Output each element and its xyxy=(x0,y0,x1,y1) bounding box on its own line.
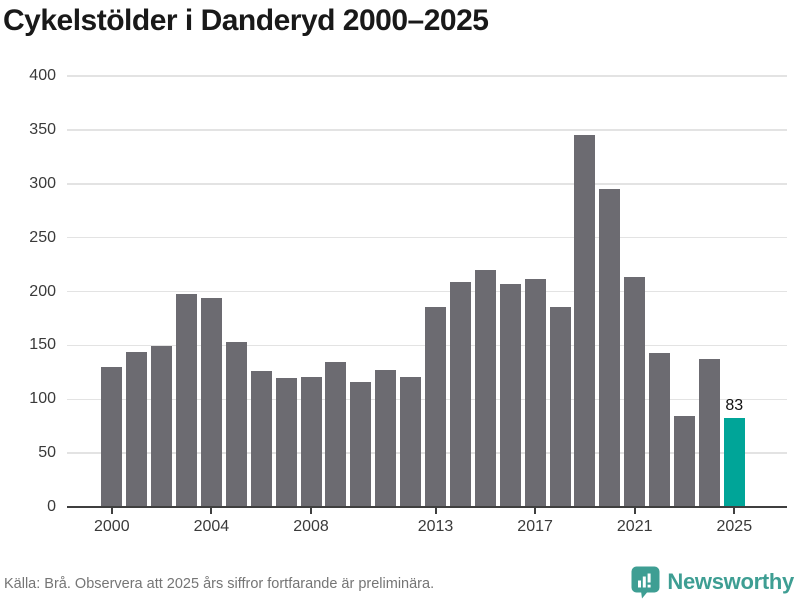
x-axis-label-2004: 2004 xyxy=(193,518,230,535)
bar-2002 xyxy=(151,346,173,506)
bar-2003 xyxy=(176,293,197,506)
bar-2019 xyxy=(574,135,596,506)
gridline-y-250 xyxy=(67,236,787,239)
bar-2024 xyxy=(698,359,720,506)
bar-2008 xyxy=(300,376,322,506)
bar-value-label-2025: 83 xyxy=(725,396,744,414)
bar-2020 xyxy=(599,189,621,506)
x-tick-2013 xyxy=(434,508,437,514)
gridline-y-400 xyxy=(67,75,787,77)
bar-2016 xyxy=(499,283,521,506)
newsworthy-bubble-chart-icon xyxy=(630,565,661,599)
bar-2018 xyxy=(549,306,571,506)
newsworthy-logo: Newsworthy xyxy=(630,565,794,599)
x-tick-2025 xyxy=(733,508,736,514)
x-axis-label-2013: 2013 xyxy=(417,518,454,535)
bar-2011 xyxy=(375,370,397,506)
bar-2005 xyxy=(225,342,247,506)
bar-2012 xyxy=(400,376,422,506)
x-axis-label-2000: 2000 xyxy=(94,518,130,535)
y-axis-label-100: 100 xyxy=(29,390,56,408)
bar-2004 xyxy=(200,297,222,506)
y-axis-label-400: 400 xyxy=(29,67,56,84)
bar-2017 xyxy=(524,278,546,506)
bar-2025 xyxy=(723,417,745,506)
x-tick-2021 xyxy=(633,508,636,514)
gridline-y-300 xyxy=(67,183,787,185)
chart-title: Cykelstölder i Danderyd 2000–2025 xyxy=(3,4,489,37)
y-axis-label-150: 150 xyxy=(29,336,56,354)
bar-2007 xyxy=(275,377,297,506)
bar-2009 xyxy=(325,361,347,506)
y-axis-label-0: 0 xyxy=(47,498,56,515)
bar-2013 xyxy=(425,306,446,506)
bar-2006 xyxy=(250,371,272,506)
y-axis-label-300: 300 xyxy=(29,174,56,192)
y-axis-label-250: 250 xyxy=(29,228,56,246)
x-axis-label-2025: 2025 xyxy=(716,518,753,535)
bar-2001 xyxy=(126,351,148,506)
x-tick-2000 xyxy=(110,508,113,514)
y-axis-label-200: 200 xyxy=(29,282,56,300)
bar-2015 xyxy=(474,269,496,506)
x-tick-2008 xyxy=(310,508,312,514)
x-axis-label-2021: 2021 xyxy=(616,518,653,535)
newsworthy-wordmark: Newsworthy xyxy=(667,569,794,594)
bar-2000 xyxy=(101,366,123,506)
y-axis-label-50: 50 xyxy=(38,444,56,462)
y-axis-label-350: 350 xyxy=(29,120,56,138)
x-tick-2004 xyxy=(210,508,213,514)
source-note: Källa: Brå. Observera att 2025 års siffr… xyxy=(4,576,435,592)
bar-2010 xyxy=(350,382,372,506)
bar-2014 xyxy=(449,281,471,506)
bar-2022 xyxy=(649,352,671,506)
x-axis-label-2017: 2017 xyxy=(517,518,553,535)
x-axis-line xyxy=(67,506,787,508)
x-tick-2017 xyxy=(534,508,537,514)
x-axis-label-2008: 2008 xyxy=(293,518,329,535)
gridline-y-200 xyxy=(67,290,787,293)
gridline-y-350 xyxy=(67,129,787,131)
bar-2021 xyxy=(624,277,646,506)
bar-2023 xyxy=(674,416,695,506)
